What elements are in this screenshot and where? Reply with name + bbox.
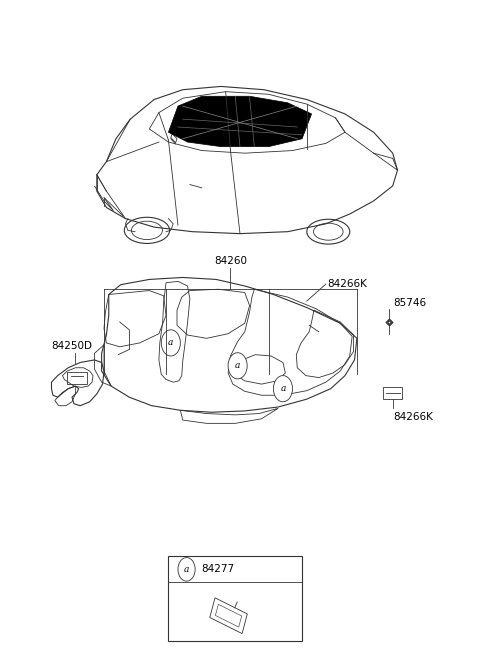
Circle shape	[274, 376, 292, 402]
Circle shape	[161, 330, 180, 356]
Text: 84250D: 84250D	[51, 342, 93, 351]
Text: a: a	[184, 565, 189, 574]
Polygon shape	[168, 97, 312, 147]
FancyBboxPatch shape	[168, 556, 302, 641]
Text: 84260: 84260	[214, 256, 247, 265]
Text: a: a	[280, 384, 286, 393]
Text: 84266K: 84266K	[394, 412, 433, 422]
Circle shape	[178, 558, 195, 581]
Text: 84277: 84277	[201, 564, 234, 574]
Text: a: a	[168, 338, 173, 348]
Circle shape	[228, 353, 247, 379]
Text: a: a	[235, 361, 240, 371]
Text: 84266K: 84266K	[327, 279, 367, 289]
Text: 85746: 85746	[394, 298, 427, 307]
